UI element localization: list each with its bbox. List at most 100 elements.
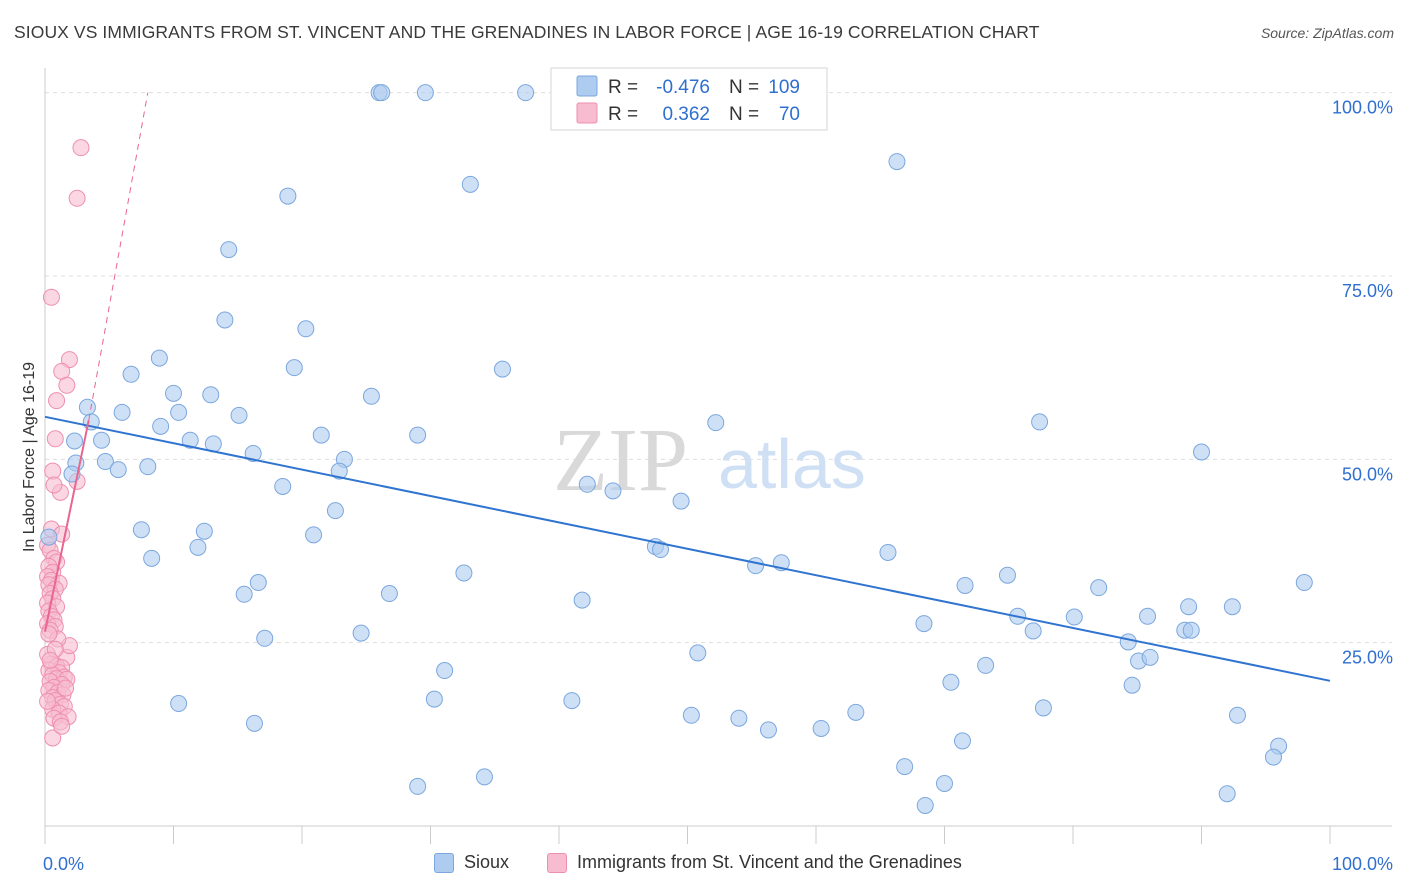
- data-point-sioux: [436, 662, 454, 680]
- legend-swatch-sioux: [434, 852, 454, 873]
- data-point-sioux: [235, 585, 253, 603]
- data-point-sioux: [652, 541, 670, 559]
- data-point-immigrants: [45, 476, 63, 494]
- legend-n-label-1: N =: [729, 77, 759, 98]
- y-axis-label: In Labor Force | Age 16-19: [21, 362, 38, 552]
- y-tick-label: 50.0%: [1342, 464, 1393, 484]
- data-point-sioux: [956, 576, 974, 594]
- legend-label-sioux: Sioux: [464, 852, 510, 872]
- data-point-sioux: [1024, 622, 1042, 640]
- data-point-sioux: [1295, 574, 1313, 592]
- legend-swatch-pink: [576, 102, 598, 124]
- data-point-sioux: [409, 777, 427, 795]
- data-point-sioux: [1182, 621, 1200, 639]
- data-point-immigrants: [48, 392, 66, 410]
- data-point-sioux: [1031, 413, 1049, 431]
- data-point-sioux: [953, 732, 971, 750]
- legend-label-immigrants: Immigrants from St. Vincent and the Gren…: [577, 852, 962, 872]
- data-point-sioux: [285, 359, 303, 377]
- data-point-sioux: [563, 692, 581, 710]
- data-point-sioux: [113, 403, 131, 421]
- data-point-immigrants: [40, 625, 58, 643]
- legend-r-value-2: 0.362: [662, 104, 710, 125]
- data-point-sioux: [682, 706, 700, 724]
- data-point-sioux: [181, 431, 199, 449]
- legend-item-sioux[interactable]: Sioux: [434, 852, 509, 873]
- data-point-sioux: [461, 175, 479, 193]
- pink-series-points: [39, 139, 90, 747]
- data-point-sioux: [189, 538, 207, 556]
- data-point-sioux: [139, 458, 157, 476]
- x-tick-label: 0.0%: [43, 854, 84, 874]
- data-point-sioux: [152, 417, 170, 435]
- trend-line-sioux: [44, 415, 1331, 682]
- data-point-sioux: [40, 528, 58, 546]
- blue-series-points: [40, 84, 1313, 814]
- data-point-sioux: [330, 462, 348, 480]
- data-point-sioux: [305, 526, 323, 544]
- data-point-sioux: [1090, 579, 1108, 597]
- data-point-sioux: [747, 557, 765, 575]
- data-point-sioux: [759, 721, 777, 739]
- legend-n-value-1: 109: [768, 77, 800, 98]
- legend-r-value-1: -0.476: [656, 77, 710, 98]
- data-point-immigrants: [44, 729, 62, 747]
- data-point-immigrants: [72, 139, 90, 157]
- trend-line-immigrants: [44, 420, 90, 632]
- data-point-sioux: [249, 574, 267, 592]
- y-tick-label: 25.0%: [1342, 648, 1393, 668]
- data-point-sioux: [425, 690, 443, 708]
- data-point-sioux: [143, 549, 161, 567]
- data-point-sioux: [373, 84, 391, 102]
- data-point-sioux: [170, 403, 188, 421]
- data-point-sioux: [812, 719, 830, 737]
- data-point-sioux: [195, 522, 213, 540]
- y-tick-label: 100.0%: [1332, 98, 1393, 118]
- data-point-sioux: [220, 241, 238, 259]
- data-point-sioux: [362, 387, 380, 405]
- data-point-sioux: [1223, 598, 1241, 616]
- data-point-sioux: [1193, 443, 1210, 461]
- data-point-sioux: [122, 365, 140, 383]
- series-legend: Sioux Immigrants from St. Vincent and th…: [0, 852, 1406, 876]
- data-point-sioux: [380, 585, 398, 603]
- data-point-sioux: [202, 386, 220, 404]
- data-point-sioux: [297, 320, 315, 338]
- data-point-immigrants: [46, 430, 64, 448]
- data-point-immigrants: [42, 288, 60, 306]
- data-point-sioux: [455, 564, 473, 582]
- data-point-sioux: [66, 432, 84, 450]
- data-point-immigrants: [39, 692, 57, 710]
- data-point-sioux: [165, 384, 182, 402]
- data-point-immigrants: [68, 189, 86, 207]
- data-point-sioux: [475, 768, 493, 786]
- data-point-sioux: [96, 453, 114, 471]
- data-point-sioux: [416, 84, 434, 102]
- axes: [44, 68, 1392, 844]
- data-point-sioux: [150, 349, 168, 367]
- data-point-sioux: [1034, 699, 1052, 717]
- legend-swatch-blue: [576, 75, 598, 97]
- data-point-sioux: [1123, 676, 1141, 694]
- chart-title: SIOUX VS IMMIGRANTS FROM ST. VINCENT AND…: [14, 22, 1040, 42]
- data-point-sioux: [672, 492, 690, 510]
- data-point-immigrants: [53, 717, 71, 735]
- data-point-immigrants: [60, 351, 78, 369]
- data-point-sioux: [245, 714, 263, 732]
- data-point-immigrants: [58, 376, 76, 394]
- y-tick-label: 75.0%: [1342, 281, 1393, 301]
- data-point-sioux: [977, 656, 995, 674]
- data-point-sioux: [1180, 598, 1198, 616]
- data-point-sioux: [244, 444, 262, 462]
- legend-item-immigrants[interactable]: Immigrants from St. Vincent and the Gren…: [547, 852, 962, 873]
- data-point-sioux: [352, 624, 370, 642]
- data-point-sioux: [274, 477, 292, 495]
- data-point-immigrants: [57, 679, 75, 697]
- data-point-sioux: [78, 398, 96, 416]
- data-point-sioux: [573, 591, 591, 609]
- data-point-sioux: [998, 566, 1016, 584]
- data-point-sioux: [847, 703, 865, 721]
- watermark-zip: ZIP: [553, 411, 688, 510]
- data-point-sioux: [689, 644, 707, 662]
- data-point-sioux: [916, 796, 934, 814]
